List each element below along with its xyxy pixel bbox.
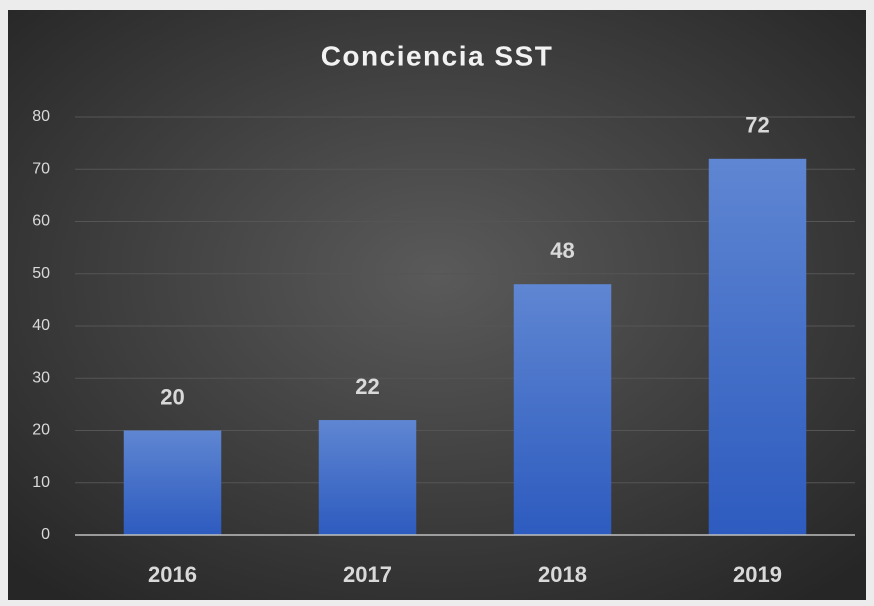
x-tick-label: 2017 [343,562,392,587]
x-tick-label: 2016 [148,562,197,587]
data-label: 48 [550,238,574,263]
bar [513,284,612,535]
y-tick-label: 0 [41,526,50,543]
data-label: 22 [355,374,379,399]
y-tick-label: 40 [32,317,50,334]
bar [708,158,807,536]
y-tick-label: 20 [32,422,50,439]
data-label: 72 [745,113,769,138]
bar [318,420,417,535]
y-tick-label: 50 [32,265,50,282]
x-tick-label: 2018 [538,562,587,587]
x-tick-label: 2019 [733,562,782,587]
data-label: 20 [160,384,184,409]
y-tick-label: 70 [32,160,50,177]
y-tick-label: 60 [32,213,50,230]
y-tick-label: 80 [32,108,50,125]
y-tick-label: 10 [32,474,50,491]
y-tick-label: 30 [32,369,50,386]
bar [123,430,222,535]
chart-title: Conciencia SST [321,40,554,71]
